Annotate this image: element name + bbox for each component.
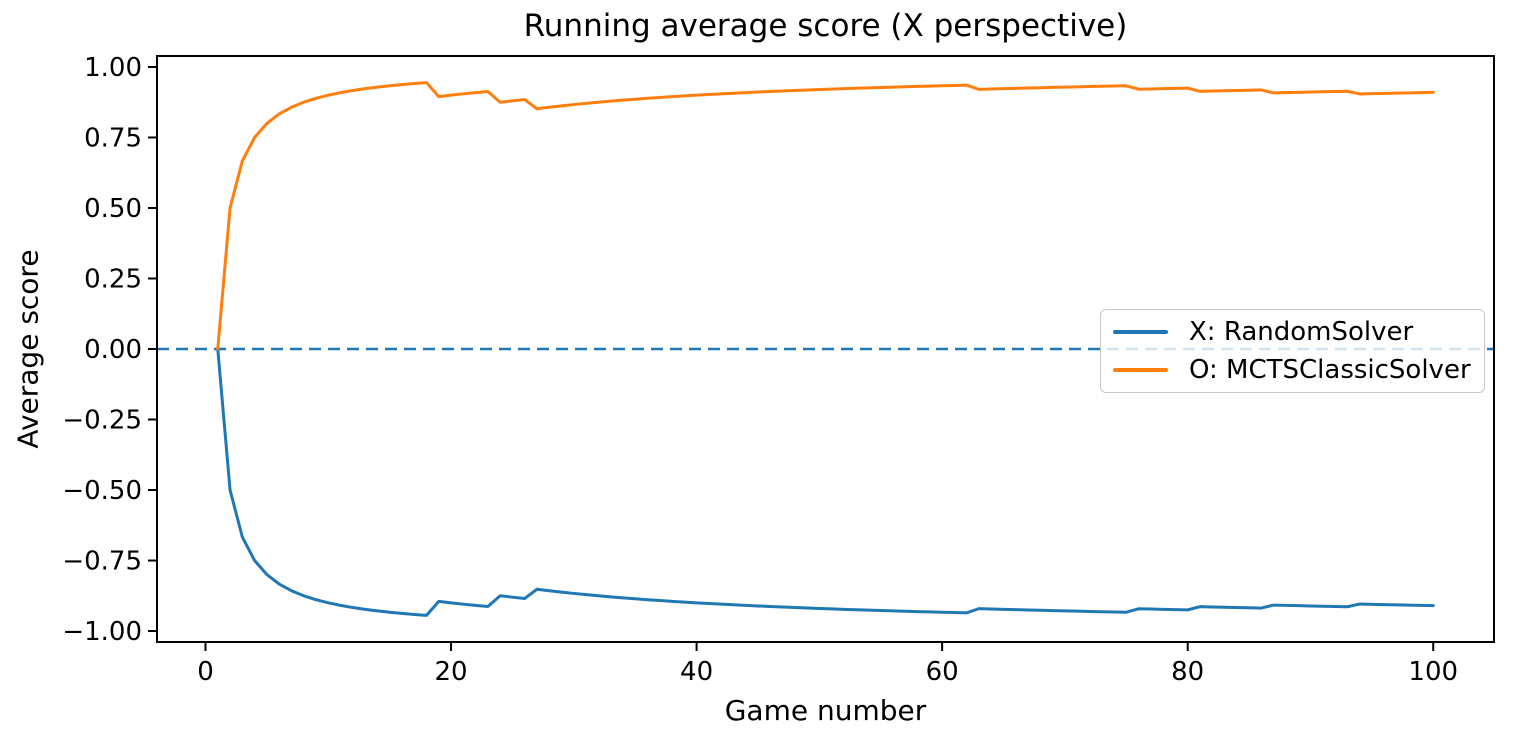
- legend-line-sample-orange: [1113, 368, 1168, 372]
- y-axis-tick-label: −1.00: [62, 617, 142, 647]
- x-axis-tick-label: 60: [926, 657, 959, 687]
- y-axis-tick-label: −0.75: [62, 547, 142, 577]
- legend-item-x-randomsolver: X: RandomSolver: [1113, 313, 1484, 351]
- x-axis-tick-label: 100: [1408, 657, 1458, 687]
- y-axis-tick-label: 1.00: [84, 53, 142, 83]
- legend: X: RandomSolver O: MCTSClassicSolver: [1100, 309, 1485, 393]
- y-axis-label: Average score: [11, 249, 45, 449]
- legend-line-sample-blue: [1113, 330, 1168, 334]
- x-axis-tick-label: 20: [434, 657, 467, 687]
- y-axis-tick-label: −0.25: [62, 406, 142, 436]
- y-axis-tick-label: 0.25: [84, 264, 142, 294]
- x-axis-tick-label: 40: [680, 657, 713, 687]
- y-axis-tick-label: −0.50: [62, 476, 142, 506]
- legend-item-o-mctsclassicsolver: O: MCTSClassicSolver: [1113, 351, 1484, 389]
- y-axis-tick-label: 0.00: [84, 335, 142, 365]
- series-line-o-mctsclassicsolver: [216, 81, 1435, 351]
- y-axis-tick-label: 0.75: [84, 123, 142, 153]
- y-axis-tick-label: 0.50: [84, 194, 142, 224]
- series-line-x-randomsolver: [216, 347, 1435, 617]
- x-axis-tick-label: 80: [1171, 657, 1204, 687]
- chart-title: Running average score (X perspective): [523, 8, 1128, 44]
- legend-label: X: RandomSolver: [1189, 317, 1414, 347]
- legend-label: O: MCTSClassicSolver: [1189, 355, 1471, 385]
- x-axis-label: Game number: [724, 694, 927, 727]
- x-axis-tick-label: 0: [197, 657, 214, 687]
